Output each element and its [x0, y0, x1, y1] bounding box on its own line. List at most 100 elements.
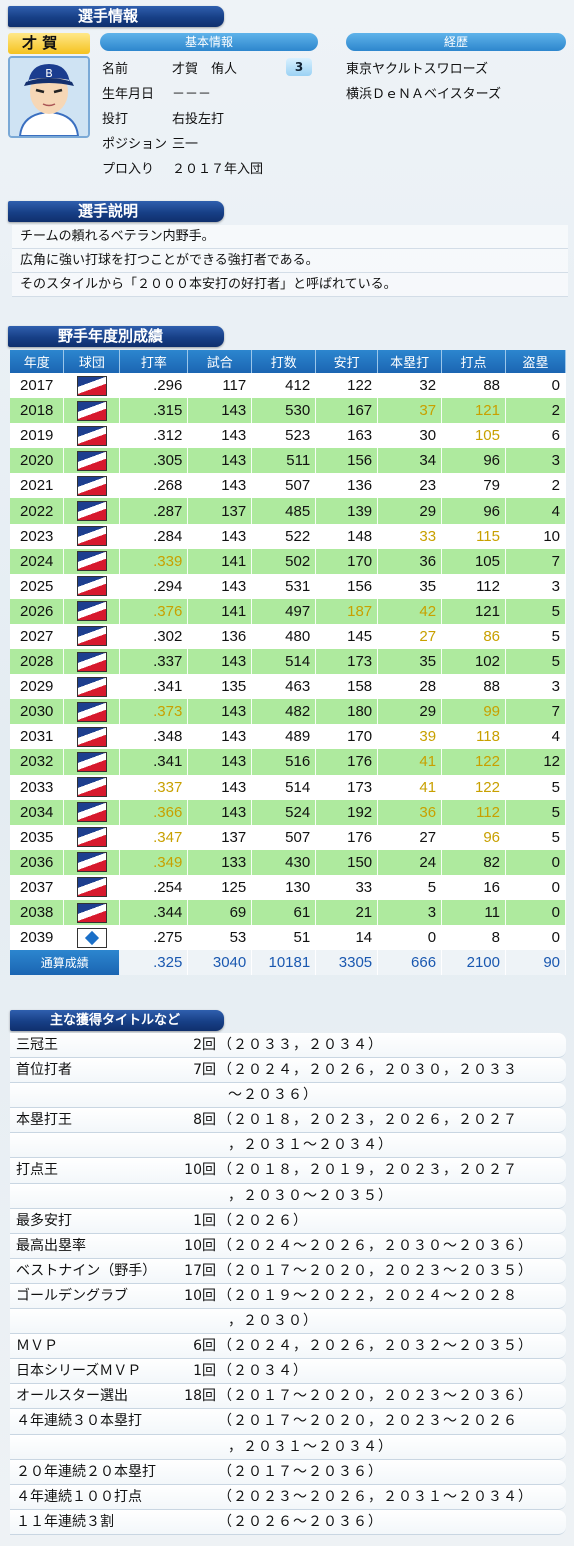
stat-cell: .339: [119, 548, 189, 574]
desc-line-3: そのスタイルから「２０００本安打の好打者」と呼ばれている。: [12, 273, 568, 297]
title-count: 17回: [184, 1262, 216, 1279]
stat-cell: 105: [441, 423, 506, 449]
title-count: 6回: [193, 1338, 216, 1355]
field-debut-label: プロ入り: [102, 162, 155, 177]
swallows-logo-icon: [76, 651, 107, 672]
title-years: （２０３４）: [218, 1363, 308, 1380]
stats-row: 2021 .268 143 507 136 23 79 2: [10, 473, 566, 499]
stat-cell: 105: [441, 548, 506, 574]
title-row: 三冠王 2回 （２０３３，２０３４）: [10, 1033, 566, 1059]
stat-cell: 143: [187, 724, 253, 750]
title-name: ベストナイン（野手）: [16, 1262, 157, 1279]
stat-cell: 0: [505, 925, 566, 951]
field-throw-bat-value: 右投左打: [172, 112, 225, 127]
title-years: （２０２４，２０２６，２０３０，２０３３: [218, 1062, 518, 1079]
title-count: 10回: [184, 1237, 216, 1254]
stat-cell: 122: [441, 774, 506, 800]
title-count: 1回: [193, 1363, 216, 1380]
stat-cell: 2: [505, 398, 566, 424]
player-face-icon: B: [10, 58, 88, 136]
stat-cell: 96: [441, 498, 506, 524]
title-name: 打点王: [16, 1162, 58, 1179]
stat-cell: 5: [505, 623, 566, 650]
stat-cell: 23: [377, 473, 443, 499]
stat-cell: 36: [377, 799, 443, 825]
stats-row: 2027 .302 136 480 145 27 86 5: [10, 623, 566, 650]
title-name: オールスター選出: [16, 1388, 128, 1405]
stats-row: 2034 .366 143 524 192 36 112 5: [10, 799, 566, 825]
stats-row: 2024 .339 141 502 170 36 105 7: [10, 548, 566, 574]
title-years: （２０２６～２０３６）: [218, 1513, 383, 1530]
title-name: 最多安打: [16, 1212, 72, 1229]
stat-team: [63, 824, 121, 850]
title-count: 10回: [184, 1287, 216, 1304]
swallows-logo-icon: [76, 676, 107, 697]
stats-row: 2026 .376 141 497 187 42 121 5: [10, 598, 566, 624]
stat-cell: 4: [505, 724, 566, 750]
stat-team: [63, 523, 121, 549]
title-row: ベストナイン（野手） 17回 （２０１７～２０２０，２０２３～２０３５）: [10, 1258, 566, 1284]
stat-cell: .254: [119, 874, 189, 900]
stat-cell: 16: [441, 874, 506, 900]
swallows-logo-icon: [76, 601, 107, 622]
title-row: ，２０３１～２０３４）: [10, 1434, 566, 1460]
swallows-logo-icon: [76, 852, 107, 873]
basic-info-tab[interactable]: 基本情報: [100, 33, 318, 51]
swallows-logo-icon: [76, 701, 107, 722]
stat-year: 2033: [10, 774, 65, 800]
stat-year: 2039: [10, 925, 65, 951]
stat-cell: 34: [377, 448, 443, 474]
stat-cell: 122: [315, 373, 379, 399]
swallows-logo-icon: [76, 802, 107, 823]
stats-row: 2022 .287 137 485 139 29 96 4: [10, 498, 566, 524]
stat-year: 2022: [10, 498, 65, 524]
stat-year: 2034: [10, 799, 65, 825]
title-row: ，２０３０～２０３５）: [10, 1183, 566, 1209]
stat-year: 2031: [10, 724, 65, 750]
total-cell: 10181: [251, 950, 317, 976]
stat-year: 2036: [10, 849, 65, 875]
title-row: 最高出塁率 10回 （２０２４～２０２６，２０３０～２０３６）: [10, 1233, 566, 1259]
title-count: 1回: [193, 1212, 216, 1229]
stat-cell: 148: [315, 523, 379, 549]
stat-team: [63, 799, 121, 825]
stat-cell: 143: [187, 523, 253, 549]
stats-total-row: 通算成績 .325 3040 10181 3305 666 2100 90: [10, 950, 566, 976]
swallows-logo-icon: [76, 551, 107, 572]
stat-cell: 117: [187, 373, 253, 399]
stat-cell: 4: [505, 498, 566, 524]
desc-line-1: チームの頼れるベテラン内野手。: [12, 225, 568, 249]
player-desc-header: 選手説明: [8, 201, 224, 222]
col-avg: 打率: [119, 350, 189, 373]
stat-team: [63, 623, 121, 650]
title-years: ，２０３１～２０３４）: [228, 1137, 393, 1154]
stat-cell: 61: [251, 899, 317, 926]
title-row: １１年連続３割 （２０２６～２０３６）: [10, 1509, 566, 1535]
stat-cell: 523: [251, 423, 317, 449]
stat-cell: 143: [187, 573, 253, 599]
stat-cell: 35: [377, 649, 443, 675]
title-years: ，２０３０～２０３５）: [228, 1187, 393, 1204]
stat-team: [63, 548, 121, 574]
swallows-logo-icon: [76, 777, 107, 798]
stat-team: [63, 498, 121, 524]
stat-cell: 143: [187, 799, 253, 825]
titles-list: 三冠王 2回 （２０３３，２０３４） 首位打者 7回 （２０２４，２０２６，２０３０，２０…: [10, 1033, 566, 1535]
stat-cell: 79: [441, 473, 506, 499]
stat-cell: 32: [377, 373, 443, 399]
field-throw-bat-label: 投打: [102, 112, 129, 127]
stats-row: 2031 .348 143 489 170 39 118 4: [10, 724, 566, 750]
stat-cell: 143: [187, 749, 253, 775]
stats-row: 2037 .254 125 130 33 5 16 0: [10, 874, 566, 900]
titles-header: 主な獲得タイトルなど: [10, 1010, 224, 1031]
career-tab[interactable]: 経歴: [346, 33, 566, 51]
swallows-logo-icon: [76, 400, 107, 421]
stat-team: [63, 899, 121, 926]
stat-cell: 136: [315, 473, 379, 499]
title-years: （２０１７～２０３６）: [218, 1463, 383, 1480]
title-years: （２０２３～２０２６，２０３１～２０３４）: [218, 1488, 533, 1505]
stat-cell: 143: [187, 423, 253, 449]
stat-cell: 192: [315, 799, 379, 825]
title-years: （２０１９～２０２２，２０２４～２０２８: [218, 1287, 518, 1304]
stat-cell: 530: [251, 398, 317, 424]
